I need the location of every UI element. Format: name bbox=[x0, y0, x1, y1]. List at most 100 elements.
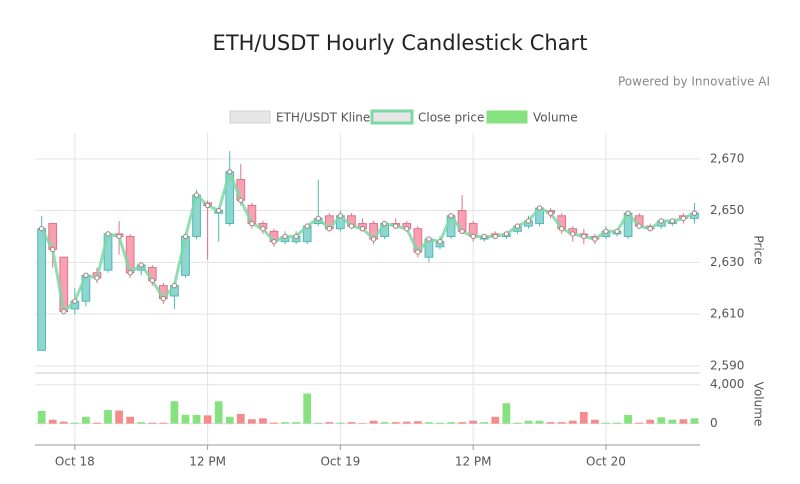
volume-bar bbox=[193, 415, 201, 424]
close-point bbox=[283, 234, 287, 238]
volume-bar bbox=[591, 420, 599, 424]
close-point bbox=[360, 227, 364, 231]
volume-bar bbox=[392, 422, 400, 423]
close-point bbox=[571, 232, 575, 236]
close-point bbox=[261, 227, 265, 231]
legend-swatch[interactable] bbox=[487, 111, 527, 123]
y-tick-label: 2,650 bbox=[710, 203, 744, 217]
volume-bar bbox=[668, 420, 676, 424]
volume-bar bbox=[602, 423, 610, 424]
close-point bbox=[117, 234, 121, 238]
close-point bbox=[427, 237, 431, 241]
volume-bar bbox=[436, 423, 444, 424]
close-point bbox=[250, 221, 254, 225]
close-point bbox=[305, 224, 309, 228]
volume-bar bbox=[381, 422, 389, 423]
close-point bbox=[670, 219, 674, 223]
close-point bbox=[692, 211, 696, 215]
volume-bar bbox=[182, 415, 190, 424]
volume-bar bbox=[281, 422, 289, 423]
close-point bbox=[526, 219, 530, 223]
legend-label[interactable]: ETH/USDT Kline bbox=[276, 111, 370, 125]
volume-bar bbox=[115, 411, 123, 424]
close-point bbox=[681, 216, 685, 220]
y2-axis-title: Volume bbox=[752, 382, 766, 427]
volume-bar bbox=[370, 421, 378, 424]
close-point bbox=[537, 206, 541, 210]
volume-bar bbox=[38, 411, 46, 424]
close-point bbox=[228, 170, 232, 174]
close-point bbox=[239, 198, 243, 202]
close-point bbox=[272, 239, 276, 243]
volume-bar bbox=[680, 419, 688, 423]
close-point bbox=[548, 211, 552, 215]
candle-body bbox=[38, 229, 46, 351]
volume-bar bbox=[569, 421, 577, 424]
volume-bar bbox=[215, 401, 223, 423]
volume-bar bbox=[414, 421, 422, 423]
close-point bbox=[62, 309, 66, 313]
close-point bbox=[150, 278, 154, 282]
y2-tick-label: 4,000 bbox=[710, 377, 744, 391]
close-line bbox=[42, 172, 695, 312]
volume-bar bbox=[525, 421, 533, 424]
volume-bar bbox=[71, 423, 79, 424]
y-tick-label: 2,630 bbox=[710, 255, 744, 269]
legend-swatch[interactable] bbox=[230, 111, 270, 123]
volume-bar bbox=[447, 422, 455, 423]
volume-bar bbox=[691, 418, 699, 423]
close-point bbox=[416, 250, 420, 254]
x-tick-label: 12 PM bbox=[189, 455, 226, 469]
volume-bar bbox=[646, 420, 654, 424]
close-point bbox=[172, 283, 176, 287]
volume-bar bbox=[248, 419, 256, 423]
volume-bar bbox=[325, 422, 333, 423]
volume-bar bbox=[259, 418, 267, 423]
volume-bar bbox=[580, 412, 588, 424]
legend-swatch[interactable] bbox=[372, 111, 412, 123]
volume-bar bbox=[480, 422, 488, 423]
volume-bar bbox=[514, 423, 522, 424]
legend-label[interactable]: Volume bbox=[533, 111, 578, 125]
volume-bar bbox=[237, 414, 245, 424]
close-point bbox=[327, 227, 331, 231]
close-point bbox=[604, 229, 608, 233]
legend-label[interactable]: Close price bbox=[418, 111, 484, 125]
chart-title: ETH/USDT Hourly Candlestick Chart bbox=[213, 31, 588, 55]
volume-bar bbox=[159, 423, 167, 424]
close-point bbox=[438, 239, 442, 243]
x-tick-label: 12 PM bbox=[455, 455, 492, 469]
volume-bar bbox=[60, 422, 68, 424]
close-point bbox=[615, 229, 619, 233]
close-point bbox=[84, 273, 88, 277]
volume-bar bbox=[93, 423, 101, 424]
volume-bar bbox=[104, 410, 112, 424]
close-point bbox=[593, 237, 597, 241]
close-point bbox=[95, 276, 99, 280]
volume-bar bbox=[613, 423, 621, 424]
close-point bbox=[316, 216, 320, 220]
close-point bbox=[471, 234, 475, 238]
volume-bar bbox=[337, 423, 345, 424]
close-point bbox=[338, 214, 342, 218]
volume-bar bbox=[82, 417, 90, 424]
close-point bbox=[405, 227, 409, 231]
close-point bbox=[106, 232, 110, 236]
volume-bar bbox=[137, 422, 145, 423]
close-point bbox=[39, 227, 43, 231]
volume-bar bbox=[624, 415, 632, 424]
close-point bbox=[482, 234, 486, 238]
volume-bar bbox=[49, 420, 57, 424]
volume-bar bbox=[458, 422, 466, 423]
volume-bar bbox=[547, 422, 555, 423]
volume-bar bbox=[126, 417, 134, 424]
volume-bar bbox=[425, 422, 433, 423]
close-point bbox=[394, 224, 398, 228]
volume-bar bbox=[469, 421, 477, 424]
volume-bar bbox=[491, 417, 499, 424]
y-tick-label: 2,590 bbox=[710, 358, 744, 372]
chart-subtitle: Powered by Innovative AI bbox=[618, 75, 770, 89]
x-tick-label: Oct 18 bbox=[55, 455, 95, 469]
